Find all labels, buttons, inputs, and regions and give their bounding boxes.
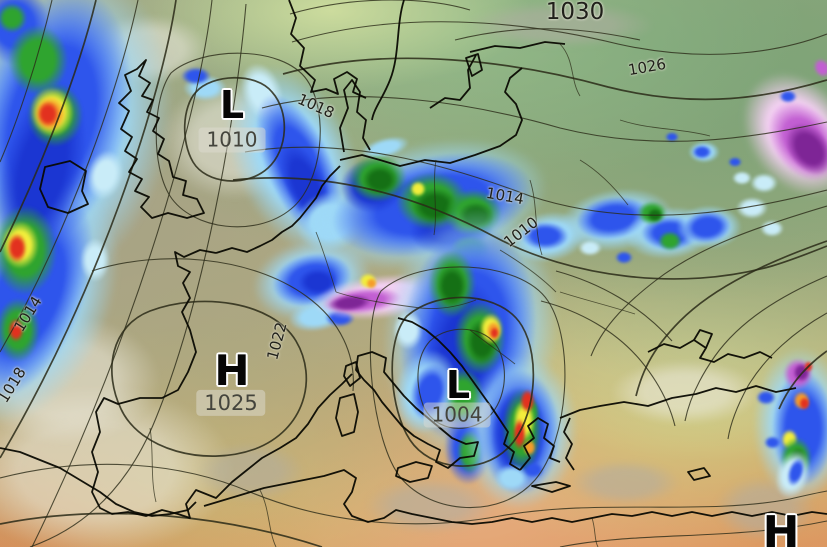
precip-cell	[578, 240, 602, 256]
precip-cell	[658, 231, 682, 251]
precip-cell	[615, 251, 633, 264]
isobar-label-1014-center: 1014	[484, 183, 526, 209]
high-pressure-symbol: H	[762, 507, 800, 547]
high-pressure-center-levant: H	[763, 511, 800, 547]
isobar-label-1014-atlantic: 1014	[10, 293, 46, 335]
precip-cell	[750, 173, 778, 193]
precip-cell	[732, 171, 752, 185]
cloud-patch	[465, 2, 655, 48]
coastlines	[0, 0, 827, 525]
precip-cell	[799, 397, 810, 410]
pressure-value-1025: 1025	[196, 389, 266, 417]
isobar-label-1018-atlantic: 1018	[0, 364, 30, 406]
low-pressure-symbol: L	[445, 363, 471, 407]
high-pressure-center-france: H	[214, 350, 249, 392]
precip-cell	[181, 67, 211, 85]
isobar-label-1018-denmark: 1018	[294, 90, 338, 122]
low-pressure-symbol: L	[219, 83, 245, 127]
precip-cell	[37, 101, 59, 127]
precip-cell	[7, 233, 27, 263]
precip-cell	[366, 278, 377, 289]
isobar-label-1026: 1026	[626, 54, 668, 80]
precip-cell	[665, 132, 679, 142]
cloud-patch	[570, 460, 680, 505]
precip-cell	[490, 327, 499, 339]
pressure-value-1004: 1004	[423, 402, 491, 428]
isobar-label-1010-center: 1010	[500, 213, 542, 251]
isobar-label-1022: 1022	[263, 320, 291, 362]
precip-cell	[8, 318, 24, 342]
precip-cell	[692, 145, 712, 159]
low-pressure-center-uk: L	[220, 86, 244, 124]
isobar-label-1030: 1030	[545, 0, 605, 25]
precip-cell	[779, 90, 797, 103]
precip-cell	[80, 238, 110, 282]
precip-cell	[410, 181, 426, 197]
precip-cell	[756, 390, 776, 405]
precip-cell	[728, 157, 742, 167]
precip-cell	[362, 165, 398, 195]
precip-cell	[764, 436, 781, 449]
precip-cell	[736, 197, 768, 219]
low-pressure-center-adriatic: L	[446, 366, 470, 404]
country-borders	[149, 43, 711, 547]
high-pressure-symbol: H	[214, 346, 250, 395]
precip-cell	[760, 220, 784, 237]
pressure-value-1010: 1010	[198, 127, 266, 153]
precip-cell	[0, 3, 27, 33]
